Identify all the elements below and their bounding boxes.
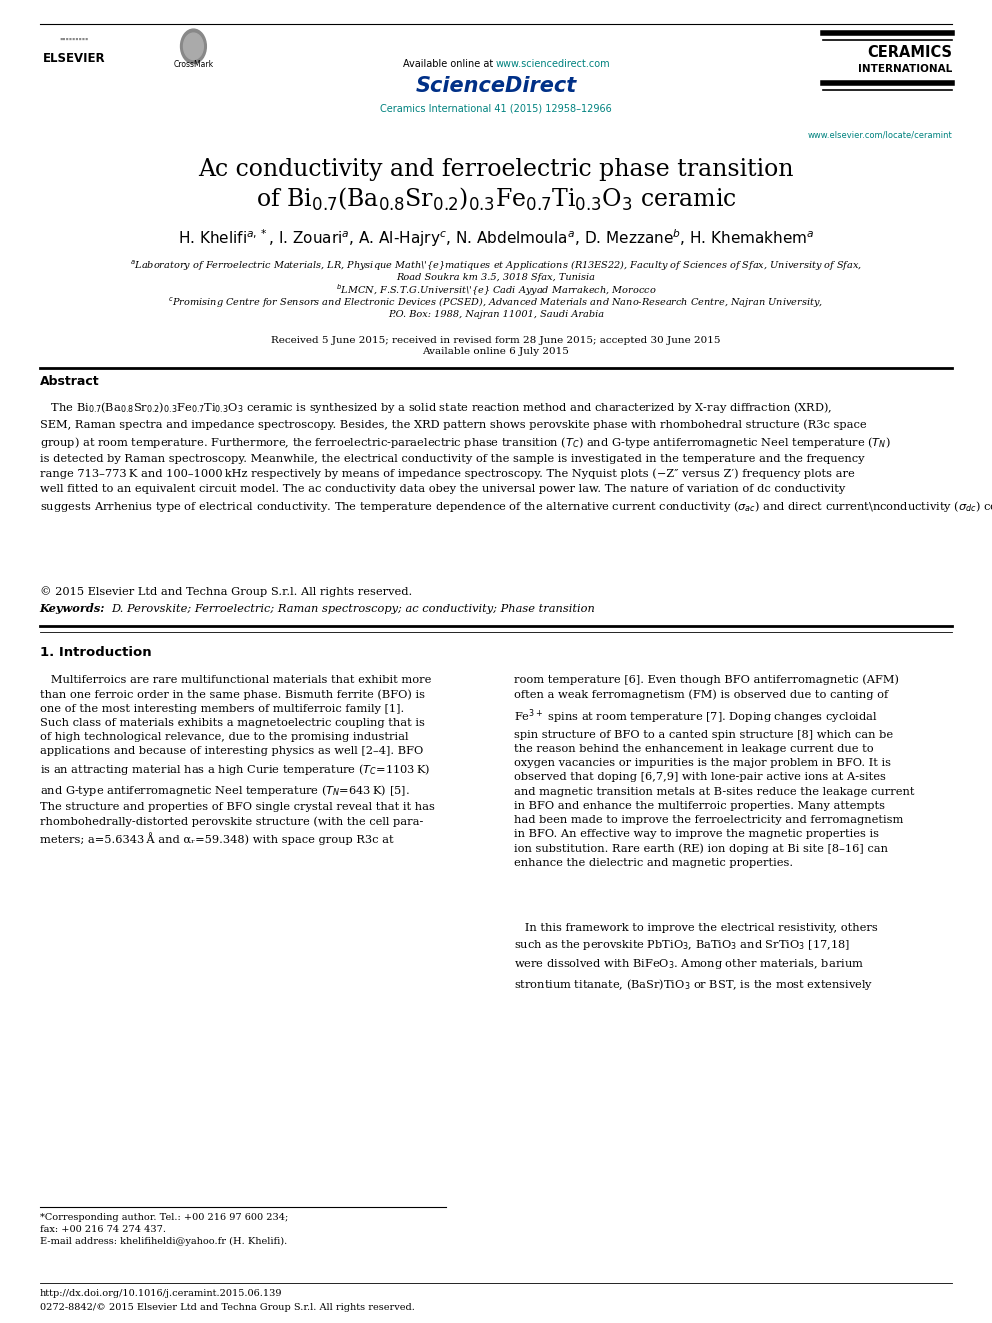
Text: The Bi$_{0.7}$(Ba$_{0.8}$Sr$_{0.2}$)$_{0.3}$Fe$_{0.7}$Ti$_{0.3}$O$_3$ ceramic is: The Bi$_{0.7}$(Ba$_{0.8}$Sr$_{0.2}$)$_{0… [40, 400, 992, 515]
Circle shape [181, 29, 206, 64]
Text: Road Soukra km 3.5, 3018 Sfax, Tunisia: Road Soukra km 3.5, 3018 Sfax, Tunisia [397, 274, 595, 282]
Text: $^b$LMCN, F.S.T.G.Universit\'{e} Cadi Ayyad Marrakech, Morocco: $^b$LMCN, F.S.T.G.Universit\'{e} Cadi Ay… [335, 282, 657, 298]
Text: Received 5 June 2015; received in revised form 28 June 2015; accepted 30 June 20: Received 5 June 2015; received in revise… [271, 336, 721, 344]
Text: Keywords:: Keywords: [40, 603, 105, 614]
Text: room temperature [6]. Even though BFO antiferromagnetic (AFM)
often a weak ferro: room temperature [6]. Even though BFO an… [514, 675, 915, 868]
Text: Ac conductivity and ferroelectric phase transition: Ac conductivity and ferroelectric phase … [198, 157, 794, 181]
Text: www.elsevier.com/locate/ceramint: www.elsevier.com/locate/ceramint [807, 131, 952, 139]
Text: fax: +00 216 74 274 437.: fax: +00 216 74 274 437. [40, 1225, 166, 1233]
Text: H. Khelifi$^{a,*}$, I. Zouari$^{a}$, A. Al-Hajry$^{c}$, N. Abdelmoula$^{a}$, D. : H. Khelifi$^{a,*}$, I. Zouari$^{a}$, A. … [178, 228, 814, 249]
Text: ▪▪▪▪▪▪▪▪▪: ▪▪▪▪▪▪▪▪▪ [60, 37, 89, 42]
Text: P.O. Box: 1988, Najran 11001, Saudi Arabia: P.O. Box: 1988, Najran 11001, Saudi Arab… [388, 311, 604, 319]
Text: ELSEVIER: ELSEVIER [43, 52, 106, 65]
Text: INTERNATIONAL: INTERNATIONAL [858, 64, 952, 74]
Text: 0272-8842/© 2015 Elsevier Ltd and Techna Group S.r.l. All rights reserved.: 0272-8842/© 2015 Elsevier Ltd and Techna… [40, 1303, 415, 1311]
Text: In this framework to improve the electrical resistivity, others
such as the pero: In this framework to improve the electri… [514, 923, 878, 992]
Text: Available online at: Available online at [403, 58, 496, 69]
Text: Multiferroics are rare multifunctional materials that exhibit more
than one ferr: Multiferroics are rare multifunctional m… [40, 675, 434, 845]
Text: Abstract: Abstract [40, 374, 99, 388]
Text: *Corresponding author. Tel.: +00 216 97 600 234;: *Corresponding author. Tel.: +00 216 97 … [40, 1213, 288, 1221]
Text: of Bi$_{0.7}$(Ba$_{0.8}$Sr$_{0.2}$)$_{0.3}$Fe$_{0.7}$Ti$_{0.3}$O$_3$ ceramic: of Bi$_{0.7}$(Ba$_{0.8}$Sr$_{0.2}$)$_{0.… [256, 187, 736, 213]
Text: www.sciencedirect.com: www.sciencedirect.com [496, 58, 611, 69]
Text: Available online 6 July 2015: Available online 6 July 2015 [423, 348, 569, 356]
Text: D. Perovskite; Ferroelectric; Raman spectroscopy; ac conductivity; Phase transit: D. Perovskite; Ferroelectric; Raman spec… [111, 603, 595, 614]
Text: $^c$Promising Centre for Sensors and Electronic Devices (PCSED), Advanced Materi: $^c$Promising Centre for Sensors and Ele… [169, 296, 823, 310]
Circle shape [184, 33, 203, 60]
Text: ScienceDirect: ScienceDirect [416, 75, 576, 97]
Text: $^a$Laboratory of Ferroelectric Materials, LR, Physique Math\'{e}matiques et App: $^a$Laboratory of Ferroelectric Material… [130, 259, 862, 273]
Text: E-mail address: khelifiheldi@yahoo.fr (H. Khelifi).: E-mail address: khelifiheldi@yahoo.fr (H… [40, 1237, 287, 1245]
Text: 1. Introduction: 1. Introduction [40, 646, 152, 659]
Text: © 2015 Elsevier Ltd and Techna Group S.r.l. All rights reserved.: © 2015 Elsevier Ltd and Techna Group S.r… [40, 586, 412, 597]
Text: Ceramics International 41 (2015) 12958–12966: Ceramics International 41 (2015) 12958–1… [380, 103, 612, 114]
Text: http://dx.doi.org/10.1016/j.ceramint.2015.06.139: http://dx.doi.org/10.1016/j.ceramint.201… [40, 1290, 282, 1298]
Text: CrossMark: CrossMark [174, 61, 213, 69]
Text: CERAMICS: CERAMICS [867, 45, 952, 61]
